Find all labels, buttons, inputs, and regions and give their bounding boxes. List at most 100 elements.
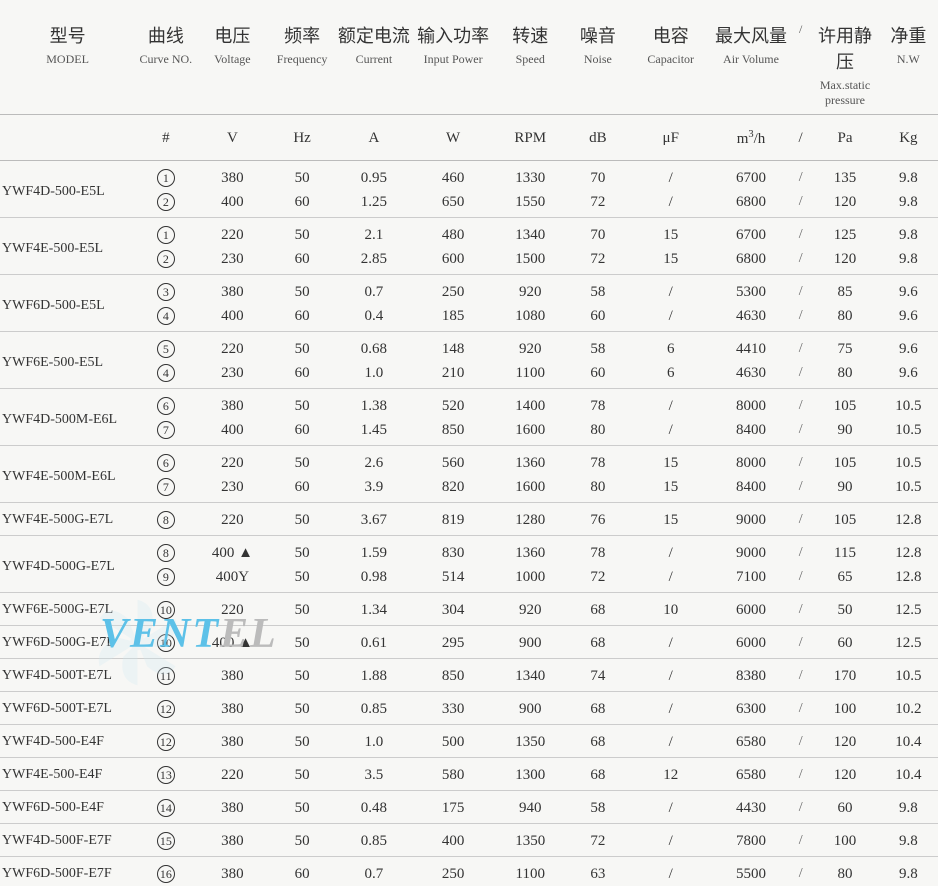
cell-voltage: 380 <box>196 857 268 886</box>
cell-slash: / <box>790 361 811 389</box>
cell-speed: 1550 <box>494 190 566 218</box>
col-header-cn: 型号 <box>0 22 135 48</box>
col-header: / <box>790 0 811 115</box>
cell-current: 2.6 <box>336 446 412 476</box>
cell-current: 1.59 <box>336 536 412 566</box>
cell-speed: 1600 <box>494 475 566 503</box>
curve-number: 4 <box>157 307 175 325</box>
cell-noise: 76 <box>566 503 629 536</box>
cell-model: YWF6D-500-E5L <box>0 275 135 332</box>
cell-voltage: 380 <box>196 275 268 305</box>
cell-noise: 78 <box>566 389 629 419</box>
cell-model: YWF6D-500-E4F <box>0 791 135 824</box>
cell-power: 295 <box>412 626 494 659</box>
cell-freq: 50 <box>268 692 336 725</box>
cell-power: 304 <box>412 593 494 626</box>
cell-nw: 10.4 <box>879 725 938 758</box>
cell-cap: / <box>630 418 712 446</box>
cell-noise: 68 <box>566 725 629 758</box>
cell-slash: / <box>790 536 811 566</box>
cell-pres: 80 <box>811 304 879 332</box>
cell-pres: 120 <box>811 758 879 791</box>
cell-curve: 7 <box>135 475 196 503</box>
cell-cap: 15 <box>630 503 712 536</box>
spec-table: 型号MODEL曲线Curve NO.电压Voltage频率Frequency额定… <box>0 0 938 886</box>
table-header: 型号MODEL曲线Curve NO.电压Voltage频率Frequency额定… <box>0 0 938 161</box>
cell-air: 8400 <box>712 475 790 503</box>
cell-slash: / <box>790 218 811 248</box>
cell-cap: 12 <box>630 758 712 791</box>
col-header: 噪音Noise <box>566 0 629 115</box>
cell-voltage: 380 <box>196 161 268 191</box>
curve-number: 7 <box>157 421 175 439</box>
cell-current: 1.45 <box>336 418 412 446</box>
cell-freq: 50 <box>268 824 336 857</box>
cell-noise: 68 <box>566 626 629 659</box>
cell-speed: 1000 <box>494 565 566 593</box>
cell-curve: 8 <box>135 503 196 536</box>
cell-current: 1.25 <box>336 190 412 218</box>
cell-noise: 80 <box>566 475 629 503</box>
cell-slash: / <box>790 475 811 503</box>
cell-power: 850 <box>412 659 494 692</box>
cell-freq: 50 <box>268 536 336 566</box>
cell-current: 1.88 <box>336 659 412 692</box>
cell-model: YWF4D-500M-E6L <box>0 389 135 446</box>
table-body: YWF4D-500-E5L1380500.95460133070/6700/13… <box>0 161 938 886</box>
cell-power: 850 <box>412 418 494 446</box>
cell-curve: 3 <box>135 275 196 305</box>
cell-nw: 10.5 <box>879 659 938 692</box>
col-header: 电容Capacitor <box>630 0 712 115</box>
cell-speed: 1400 <box>494 389 566 419</box>
cell-cap: 6 <box>630 332 712 362</box>
curve-number: 1 <box>157 169 175 187</box>
cell-freq: 50 <box>268 758 336 791</box>
cell-pres: 90 <box>811 418 879 446</box>
cell-slash: / <box>790 758 811 791</box>
col-header-en: Air Volume <box>712 52 790 67</box>
cell-speed: 1600 <box>494 418 566 446</box>
cell-current: 0.85 <box>336 824 412 857</box>
col-header-en: MODEL <box>0 52 135 67</box>
cell-pres: 115 <box>811 536 879 566</box>
cell-curve: 4 <box>135 304 196 332</box>
cell-curve: 2 <box>135 190 196 218</box>
cell-freq: 50 <box>268 275 336 305</box>
table-row: YWF4E-500M-E6L6220502.6560136078158000/1… <box>0 446 938 476</box>
col-unit: / <box>790 115 811 161</box>
cell-current: 0.68 <box>336 332 412 362</box>
cell-curve: 9 <box>135 565 196 593</box>
table-row: YWF4E-500G-E7L8220503.67819128076159000/… <box>0 503 938 536</box>
cell-curve: 2 <box>135 247 196 275</box>
cell-power: 560 <box>412 446 494 476</box>
cell-current: 1.0 <box>336 361 412 389</box>
col-unit: V <box>196 115 268 161</box>
col-header-cn: 噪音 <box>566 22 629 48</box>
cell-cap: / <box>630 824 712 857</box>
cell-voltage: 400 ▲ <box>196 536 268 566</box>
watermark-fan-icon <box>90 595 185 690</box>
curve-number: 6 <box>157 454 175 472</box>
cell-voltage: 380 <box>196 725 268 758</box>
table-row: YWF6D-500F-E7F16380600.7250110063/5500/8… <box>0 857 938 886</box>
cell-cap: / <box>630 536 712 566</box>
cell-power: 830 <box>412 536 494 566</box>
cell-curve: 1 <box>135 218 196 248</box>
cell-cap: 15 <box>630 218 712 248</box>
cell-freq: 60 <box>268 475 336 503</box>
cell-model: YWF4D-500-E4F <box>0 725 135 758</box>
cell-cap: / <box>630 857 712 886</box>
cell-noise: 58 <box>566 332 629 362</box>
cell-voltage: 400 <box>196 304 268 332</box>
cell-curve: 5 <box>135 332 196 362</box>
cell-noise: 70 <box>566 161 629 191</box>
table-row: YWF6E-500-E5L5220500.681489205864410/759… <box>0 332 938 362</box>
table-row: YWF6D-500-E5L3380500.725092058/5300/859.… <box>0 275 938 305</box>
col-header: 曲线Curve NO. <box>135 0 196 115</box>
cell-curve: 8 <box>135 536 196 566</box>
cell-voltage: 380 <box>196 791 268 824</box>
cell-cap: / <box>630 791 712 824</box>
cell-air: 4430 <box>712 791 790 824</box>
table-row: YWF4D-500F-E7F15380500.85400135072/7800/… <box>0 824 938 857</box>
cell-air: 5300 <box>712 275 790 305</box>
